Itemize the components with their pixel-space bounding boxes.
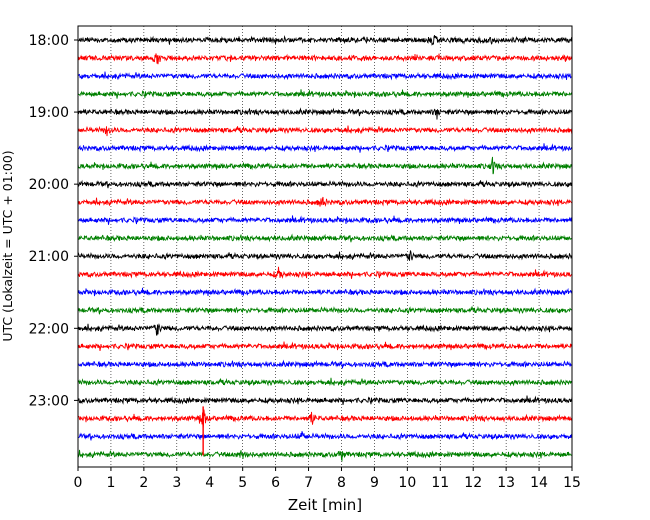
y-tick-label: 23:00	[29, 393, 69, 409]
seismic-trace	[77, 449, 573, 462]
seismic-trace	[77, 359, 573, 369]
seismic-trace	[77, 179, 573, 189]
seismic-trace	[77, 125, 573, 137]
x-tick-label: 4	[205, 475, 214, 491]
y-tick-label: 22:00	[29, 321, 69, 337]
seismic-trace	[77, 196, 573, 207]
seismic-trace	[77, 287, 573, 297]
seismic-trace	[77, 305, 573, 315]
x-tick-label: 9	[370, 475, 379, 491]
x-tick-label: 6	[271, 475, 280, 491]
seismic-trace	[77, 156, 573, 175]
seismic-trace	[77, 89, 573, 99]
seismic-trace	[77, 143, 573, 153]
y-axis-ticks: 18:00 19:00 20:00 21:00 22:00 23:00	[29, 33, 78, 409]
seismic-trace	[77, 250, 573, 261]
x-tick-label: 8	[337, 475, 346, 491]
y-tick-label: 18:00	[29, 33, 69, 49]
seismic-trace	[77, 71, 573, 81]
seismic-trace	[77, 395, 573, 406]
x-tick-label: 1	[106, 475, 115, 491]
seismic-trace	[77, 233, 573, 243]
x-tick-label: 15	[563, 475, 581, 491]
x-tick-label: 3	[172, 475, 181, 491]
plot-frame	[77, 25, 573, 468]
seismic-trace	[77, 341, 573, 351]
seismic-trace	[77, 409, 573, 430]
seismic-trace	[77, 266, 573, 279]
x-tick-label: 13	[497, 475, 515, 491]
seismic-trace	[77, 323, 573, 336]
trace-group	[77, 34, 573, 462]
x-tick-label: 10	[398, 475, 416, 491]
x-tick-label: 12	[464, 475, 482, 491]
y-tick-label: 19:00	[29, 105, 69, 121]
seismic-trace	[77, 34, 573, 46]
x-tick-label: 0	[74, 475, 83, 491]
seismic-trace	[77, 431, 573, 441]
x-tick-label: 7	[304, 475, 313, 491]
x-tick-label: 5	[238, 475, 247, 491]
seismic-trace	[77, 107, 573, 120]
x-axis-label: Zeit [min]	[288, 496, 362, 514]
y-axis-label: UTC (Lokalzeit = UTC + 01:00)	[0, 150, 15, 341]
x-tick-label: 11	[431, 475, 449, 491]
x-axis-ticks: 0 1 2 3 4 5 6 7 8 9 10 11 12 13 14 15	[74, 467, 581, 491]
seismic-trace	[77, 215, 573, 225]
y-tick-label: 20:00	[29, 177, 69, 193]
x-tick-label: 2	[139, 475, 148, 491]
seismic-trace	[77, 53, 573, 65]
y-tick-label: 21:00	[29, 249, 69, 265]
seismic-trace	[77, 377, 573, 387]
x-tick-label: 14	[530, 475, 548, 491]
